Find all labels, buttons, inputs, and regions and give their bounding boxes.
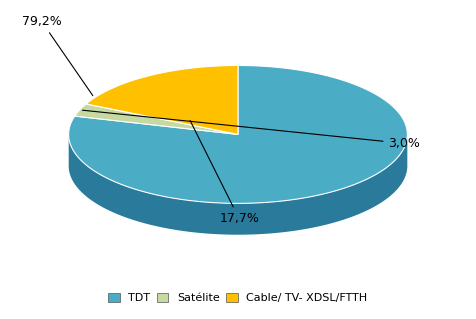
Polygon shape: [75, 104, 238, 134]
Legend: TDT, Satélite, Cable/ TV- XDSL/FTTH: TDT, Satélite, Cable/ TV- XDSL/FTTH: [104, 288, 372, 308]
Polygon shape: [69, 65, 407, 204]
Polygon shape: [69, 136, 407, 235]
Text: 3,0%: 3,0%: [82, 110, 420, 150]
Text: 79,2%: 79,2%: [21, 15, 93, 96]
Polygon shape: [86, 65, 238, 134]
Text: 17,7%: 17,7%: [190, 120, 259, 225]
